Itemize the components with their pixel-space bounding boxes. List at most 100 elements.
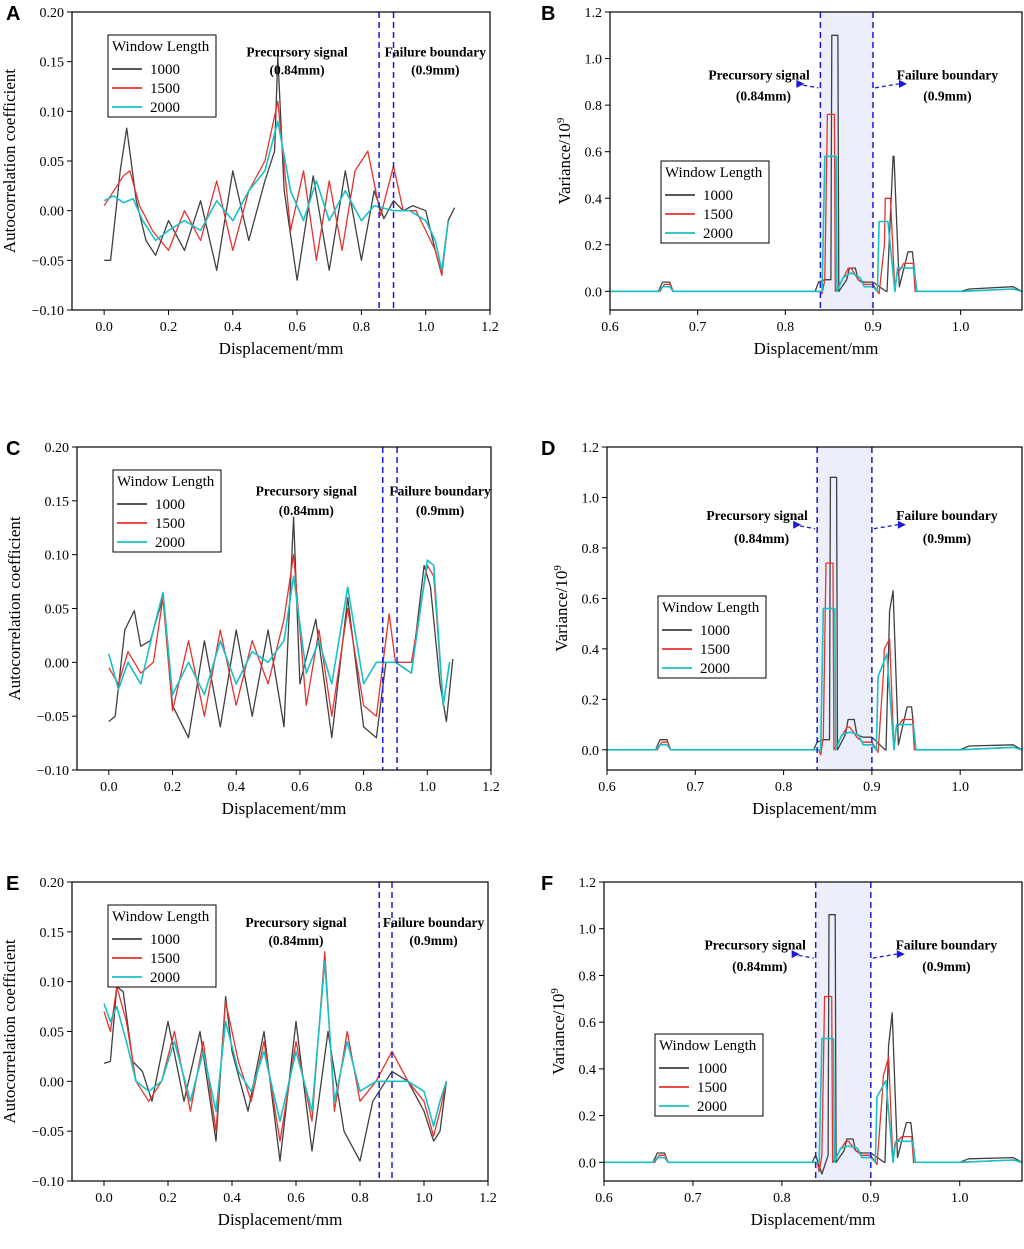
series-group bbox=[103, 951, 448, 1162]
y-tick-label: −0.10 bbox=[32, 1175, 64, 1190]
legend-label: 1500 bbox=[150, 951, 180, 967]
series-line-2000 bbox=[610, 155, 1022, 293]
x-tick-label: 0.6 bbox=[288, 320, 306, 335]
y-tick-label: 0.0 bbox=[585, 285, 603, 300]
annotation-text: (0.9mm) bbox=[411, 63, 459, 78]
x-tick-label: 0.0 bbox=[95, 1191, 113, 1206]
annotation-text: Failure boundary bbox=[389, 483, 491, 498]
y-tick-label: 0.4 bbox=[585, 192, 603, 207]
y-tick-label: 0.8 bbox=[585, 99, 603, 114]
x-tick-label: 0.6 bbox=[595, 1191, 613, 1206]
y-tick-label: 0.00 bbox=[40, 205, 65, 220]
y-axis-title: Autocorrelation coefficient bbox=[5, 516, 24, 701]
x-tick-label: 1.2 bbox=[482, 780, 500, 795]
legend-title: Window Length bbox=[665, 165, 763, 181]
x-tick-label: 0.8 bbox=[353, 320, 371, 335]
arrow-head bbox=[796, 79, 805, 88]
y-tick-label: 0.15 bbox=[40, 56, 65, 71]
plot-frame bbox=[603, 881, 1023, 1182]
x-tick-label: 0.6 bbox=[291, 780, 309, 795]
chart-panel-a: A 0.0 0.2 0.4 0.6 0.8 1.0 1.2 −0.10 −0.05 0.00 0.05… bbox=[0, 3, 499, 358]
x-tick-label: 0.9 bbox=[864, 320, 882, 335]
arrow-head bbox=[791, 950, 800, 959]
y-axis-title: Variance/109 bbox=[549, 988, 568, 1075]
y-tick-label: 0.6 bbox=[585, 146, 603, 161]
x-tick-label: 0.4 bbox=[224, 320, 242, 335]
y-tick-label: 1.0 bbox=[579, 923, 597, 938]
legend-label: 2000 bbox=[703, 226, 733, 242]
y-tick-label: 0.00 bbox=[40, 1075, 65, 1090]
x-tick-label: 0.8 bbox=[773, 1191, 791, 1206]
y-tick-label: 0.6 bbox=[579, 1016, 597, 1031]
y-tick-label: 0.20 bbox=[40, 876, 65, 891]
legend-box bbox=[660, 160, 770, 244]
legend: Window Length 1000 1500 2000 bbox=[112, 469, 222, 553]
arrow-head bbox=[896, 950, 905, 959]
y-tick-label: 0.10 bbox=[40, 105, 65, 120]
x-tick-label: 0.8 bbox=[777, 320, 795, 335]
chart-panel-e: E 0.0 0.2 0.4 0.6 0.8 1.0 1.2 −0.10 −0.05 0.00 0.05… bbox=[0, 873, 497, 1229]
y-tick-label: 0.6 bbox=[582, 592, 600, 607]
y-tick-label: 0.00 bbox=[45, 656, 70, 671]
legend: Window Length 1000 1500 2000 bbox=[657, 595, 767, 679]
panel-letter: D bbox=[541, 438, 555, 460]
x-tick-label: 0.0 bbox=[95, 320, 113, 335]
x-tick-label: 1.2 bbox=[481, 320, 499, 335]
x-tick-label: 0.8 bbox=[355, 780, 373, 795]
panel-letter: C bbox=[6, 438, 20, 460]
legend: Window Length 1000 1500 2000 bbox=[107, 904, 217, 988]
legend-title: Window Length bbox=[662, 600, 760, 616]
annotation-text: (0.84mm) bbox=[270, 63, 325, 78]
y-tick-label: 0.15 bbox=[40, 926, 65, 941]
annotation-text: Failure boundary bbox=[385, 45, 487, 60]
arrow-head bbox=[793, 520, 802, 529]
series-group bbox=[610, 34, 1022, 295]
arrow-line bbox=[874, 83, 900, 89]
x-tick-label: 0.2 bbox=[159, 1191, 177, 1206]
x-tick-label: 0.6 bbox=[598, 780, 616, 795]
x-tick-label: 0.7 bbox=[684, 1191, 702, 1206]
legend-label: 1500 bbox=[697, 1080, 727, 1096]
legend-label: 1000 bbox=[155, 497, 185, 513]
arrow-line bbox=[872, 953, 897, 959]
shaded-band bbox=[815, 882, 871, 1181]
arrow-line bbox=[873, 524, 899, 530]
annotation-text: (0.9mm) bbox=[923, 88, 971, 103]
chart-panel-f: F 0.6 0.7 0.8 0.9 1.0 0.0 0.2 0.4 0.6 0.8 1.0 1.2 Dis… bbox=[541, 873, 1023, 1229]
annotation-text: (0.84mm) bbox=[279, 503, 334, 518]
annotation-text: Failure boundary bbox=[383, 915, 485, 930]
y-tick-label: 0.20 bbox=[40, 6, 65, 21]
x-tick-label: 1.0 bbox=[419, 780, 437, 795]
panel-letter: B bbox=[541, 3, 555, 25]
legend-box bbox=[107, 34, 217, 118]
y-tick-label: −0.10 bbox=[32, 304, 64, 319]
x-tick-label: 0.2 bbox=[160, 320, 178, 335]
y-tick-label: 0.4 bbox=[582, 643, 600, 658]
annotation-text: Failure boundary bbox=[896, 508, 998, 523]
y-tick-label: 0.2 bbox=[585, 239, 603, 254]
series-line-2000 bbox=[103, 120, 449, 272]
series-group bbox=[607, 476, 1022, 756]
annotation-text: Precursory signal bbox=[705, 938, 807, 953]
y-tick-label: 0.20 bbox=[45, 441, 70, 456]
series-line-2000 bbox=[108, 559, 451, 707]
annotation-text: (0.9mm) bbox=[923, 531, 971, 546]
x-tick-label: 0.7 bbox=[689, 320, 707, 335]
series-line-1500 bbox=[103, 951, 448, 1142]
y-tick-label: 0.0 bbox=[579, 1156, 597, 1171]
x-tick-label: 1.0 bbox=[951, 780, 969, 795]
panel-letter: F bbox=[541, 873, 553, 895]
arrow-head bbox=[898, 79, 907, 88]
legend-label: 1500 bbox=[150, 81, 180, 97]
series-line-1000 bbox=[104, 56, 456, 281]
plot-frame bbox=[609, 11, 1023, 311]
legend-label: 1000 bbox=[150, 932, 180, 948]
series-line-2000 bbox=[103, 960, 448, 1127]
x-axis-title: Displacement/mm bbox=[219, 339, 344, 358]
annotation-text: Failure boundary bbox=[897, 68, 999, 83]
legend-label: 1500 bbox=[703, 207, 733, 223]
x-tick-label: 0.2 bbox=[164, 780, 182, 795]
legend-title: Window Length bbox=[659, 1038, 757, 1054]
x-tick-label: 0.9 bbox=[863, 780, 881, 795]
